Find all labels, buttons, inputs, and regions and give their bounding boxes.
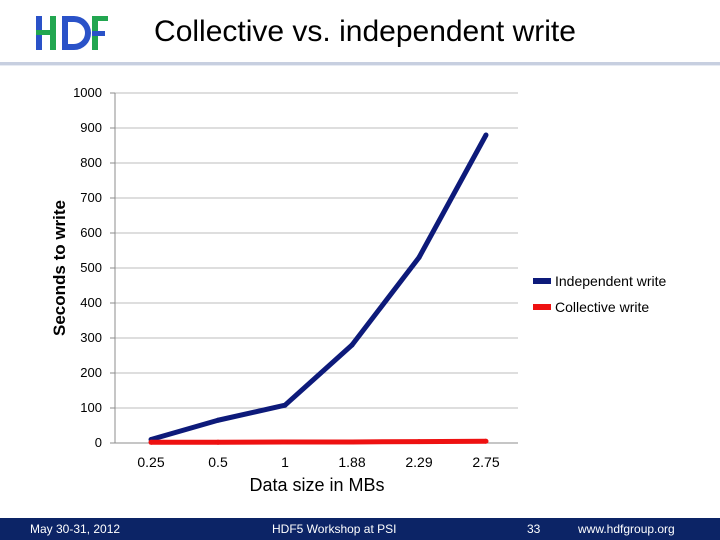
y-tick-label-0: 0 xyxy=(95,435,102,450)
slide-title: Collective vs. independent write xyxy=(154,15,576,48)
legend-swatch-1 xyxy=(533,304,551,310)
x-tick-label-1.88: 1.88 xyxy=(338,454,365,470)
legend-label-1: Collective write xyxy=(555,299,649,315)
data-point-1-3 xyxy=(349,439,355,445)
data-point-1-2 xyxy=(282,439,288,445)
chart-legend: Independent write Collective write xyxy=(533,273,667,315)
y-tick-label-500: 500 xyxy=(80,260,102,275)
title-divider-light xyxy=(0,65,720,66)
x-tick-label-2.29: 2.29 xyxy=(405,454,432,470)
data-point-1-1 xyxy=(215,439,221,445)
x-tick-label-1: 1 xyxy=(281,454,289,470)
y-tick-label-100: 100 xyxy=(80,400,102,415)
y-axis-label: Seconds to write xyxy=(50,200,69,336)
data-point-1-4 xyxy=(416,439,422,445)
y-tick-label-900: 900 xyxy=(80,120,102,135)
y-axis-ticks: 0 100 200 300 400 500 600 700 800 900 1000 xyxy=(73,85,115,450)
data-point-1-5 xyxy=(483,438,489,444)
y-tick-label-1000: 1000 xyxy=(73,85,102,100)
footer-date: May 30-31, 2012 xyxy=(30,522,121,536)
series-line-0 xyxy=(150,133,489,442)
data-point-0-1 xyxy=(215,417,221,423)
x-tick-label-0.25: 0.25 xyxy=(137,454,164,470)
chart-gridlines xyxy=(115,92,518,409)
title-divider xyxy=(0,62,720,65)
x-axis-ticks: 0.25 0.5 1 1.88 2.29 2.75 xyxy=(137,454,499,470)
data-point-0-2 xyxy=(282,402,288,408)
y-tick-label-200: 200 xyxy=(80,365,102,380)
y-tick-label-800: 800 xyxy=(80,155,102,170)
y-tick-label-700: 700 xyxy=(80,190,102,205)
data-point-0-5 xyxy=(483,132,489,138)
y-tick-label-600: 600 xyxy=(80,225,102,240)
data-point-1-0 xyxy=(148,439,154,445)
x-tick-label-0.5: 0.5 xyxy=(208,454,228,470)
legend-label-0: Independent write xyxy=(555,273,667,289)
footer-bar: May 30-31, 2012 HDF5 Workshop at PSI 33 … xyxy=(0,518,720,540)
series-line-1 xyxy=(151,438,487,445)
data-point-0-3 xyxy=(349,342,355,348)
y-tick-label-300: 300 xyxy=(80,330,102,345)
footer-event: HDF5 Workshop at PSI xyxy=(272,522,397,536)
x-tick-label-2.75: 2.75 xyxy=(472,454,499,470)
data-point-0-4 xyxy=(416,255,422,260)
line-chart: 0 100 200 300 400 500 600 700 800 900 1000 0.25 0.5… xyxy=(50,85,667,495)
x-axis-label: Data size in MBs xyxy=(249,475,384,495)
legend-swatch-0 xyxy=(533,278,551,284)
footer-website: www.hdfgroup.org xyxy=(578,522,675,536)
y-tick-label-400: 400 xyxy=(80,295,102,310)
hdf-logo xyxy=(34,12,110,54)
page-number: 33 xyxy=(527,522,541,536)
chart-series xyxy=(148,132,489,445)
